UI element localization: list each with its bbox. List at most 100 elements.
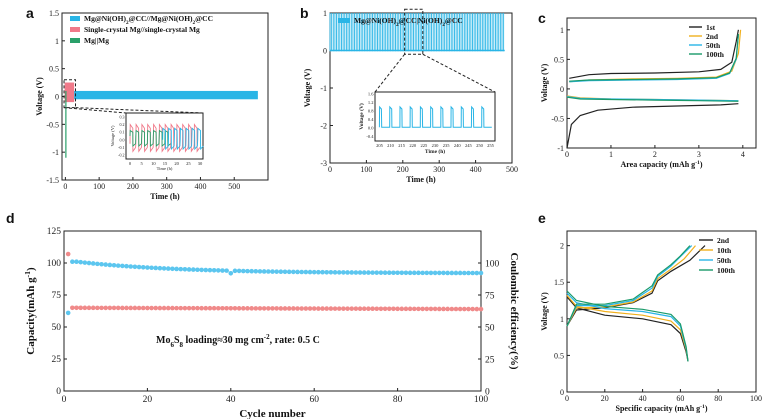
data-point (241, 268, 246, 274)
data-point (445, 270, 450, 276)
data-point (403, 306, 409, 312)
data-point (99, 305, 104, 311)
y-tick-label: 1 (55, 37, 59, 46)
x-tick-label: 1 (609, 150, 613, 159)
y-tick-label: 0.5 (49, 65, 59, 74)
text-span: Voltage (V) (540, 292, 549, 331)
data-point (149, 305, 154, 311)
x-tick-label: 0 (565, 150, 569, 159)
x-axis-label: Time (h) (150, 192, 180, 201)
legend-entry: 2nd (717, 236, 730, 245)
data-point (124, 263, 129, 269)
data-point (478, 270, 484, 276)
data-point (336, 306, 342, 311)
data-point (90, 261, 96, 266)
inset-y-tick-label: 0.0 (368, 126, 374, 131)
series-line (566, 296, 689, 362)
x-tick-label: 500 (506, 165, 518, 174)
text-span: , rate: 0.5 C (270, 335, 320, 346)
text-span: Mg||Mg (84, 36, 109, 45)
data-point (282, 269, 288, 275)
x-axis-label: Area capacity (mAh g-1) (620, 160, 702, 169)
inset-x-tick-label: 240 (454, 143, 462, 148)
x-tick-label: 200 (397, 165, 409, 174)
y-tick-label: -1.5 (46, 176, 59, 185)
x-tick-label: 80 (714, 394, 722, 403)
data-point (103, 305, 108, 311)
text-span: -1 (695, 160, 700, 166)
data-point (470, 306, 475, 312)
y-tick-label: -1 (52, 148, 59, 157)
data-point (145, 305, 150, 311)
data-point (215, 305, 221, 311)
data-point (178, 305, 184, 311)
inset-x-tick-label: 230 (432, 143, 440, 148)
data-point (99, 261, 104, 267)
data-point (153, 305, 159, 311)
series-line (65, 90, 258, 100)
data-point (224, 305, 229, 311)
data-point (136, 305, 142, 311)
y-tick-label: -1 (557, 144, 564, 153)
inset-x-tick-label: 15 (163, 161, 168, 166)
data-point (466, 306, 471, 312)
data-point (478, 306, 484, 312)
data-point (120, 263, 125, 269)
inset-x-tick-label: 0 (129, 161, 132, 166)
data-point (70, 305, 75, 311)
data-point (190, 305, 196, 311)
data-point (332, 306, 338, 311)
y2-axis-label: Coulombic efficiency(%) (508, 253, 520, 370)
y-tick-label: -3 (320, 159, 327, 168)
inset-frame (374, 91, 496, 142)
series-line (566, 245, 693, 327)
inset-x-tick-label: 20 (174, 161, 179, 166)
x-tick-label: 0 (328, 165, 332, 174)
data-point (316, 269, 321, 275)
data-point (428, 306, 434, 312)
x-tick-label: 20 (143, 395, 153, 405)
data-point (95, 305, 100, 311)
data-point (291, 269, 296, 275)
data-point (295, 306, 300, 311)
data-point (382, 306, 388, 312)
data-point (78, 305, 83, 311)
x-tick-label: 100 (750, 394, 762, 403)
inset-x-tick-label: 235 (443, 143, 451, 148)
data-point (86, 305, 92, 311)
data-point (403, 270, 409, 276)
data-point (320, 306, 325, 311)
data-point (174, 305, 179, 311)
data-point (111, 262, 117, 268)
data-point (474, 270, 480, 276)
y-tick-label: 100 (47, 259, 62, 269)
data-point (474, 306, 480, 312)
data-point (457, 270, 463, 276)
y-tick-label: 2 (560, 242, 564, 251)
zoom-connector (374, 53, 406, 93)
legend-entry: 100th (717, 266, 736, 275)
data-point (115, 305, 121, 311)
data-point (370, 306, 375, 312)
text-span: loading≈30 mg cm (183, 335, 264, 346)
text-span: Voltage (V) (303, 68, 312, 107)
inset-x-tick-label: 225 (421, 143, 429, 148)
data-point (86, 260, 92, 266)
inset-y-axis-label: Voltage (V) (358, 103, 365, 130)
y-tick-label: -0.5 (46, 120, 59, 129)
x-tick-label: 0 (62, 395, 67, 405)
text-span: Time (h) (406, 175, 436, 184)
inset-y-tick-label: 0.0 (120, 137, 125, 142)
y-axis-label: Voltage (V) (540, 63, 549, 102)
data-point (207, 267, 213, 273)
text-span: ) (700, 160, 703, 169)
y-tick-label: 1 (323, 9, 327, 18)
data-point (74, 305, 79, 311)
text-span: Coulombic efficiency(%) (508, 253, 520, 370)
data-point (332, 270, 338, 275)
series-line (566, 96, 739, 102)
series-line (569, 33, 739, 82)
data-point (132, 305, 138, 311)
